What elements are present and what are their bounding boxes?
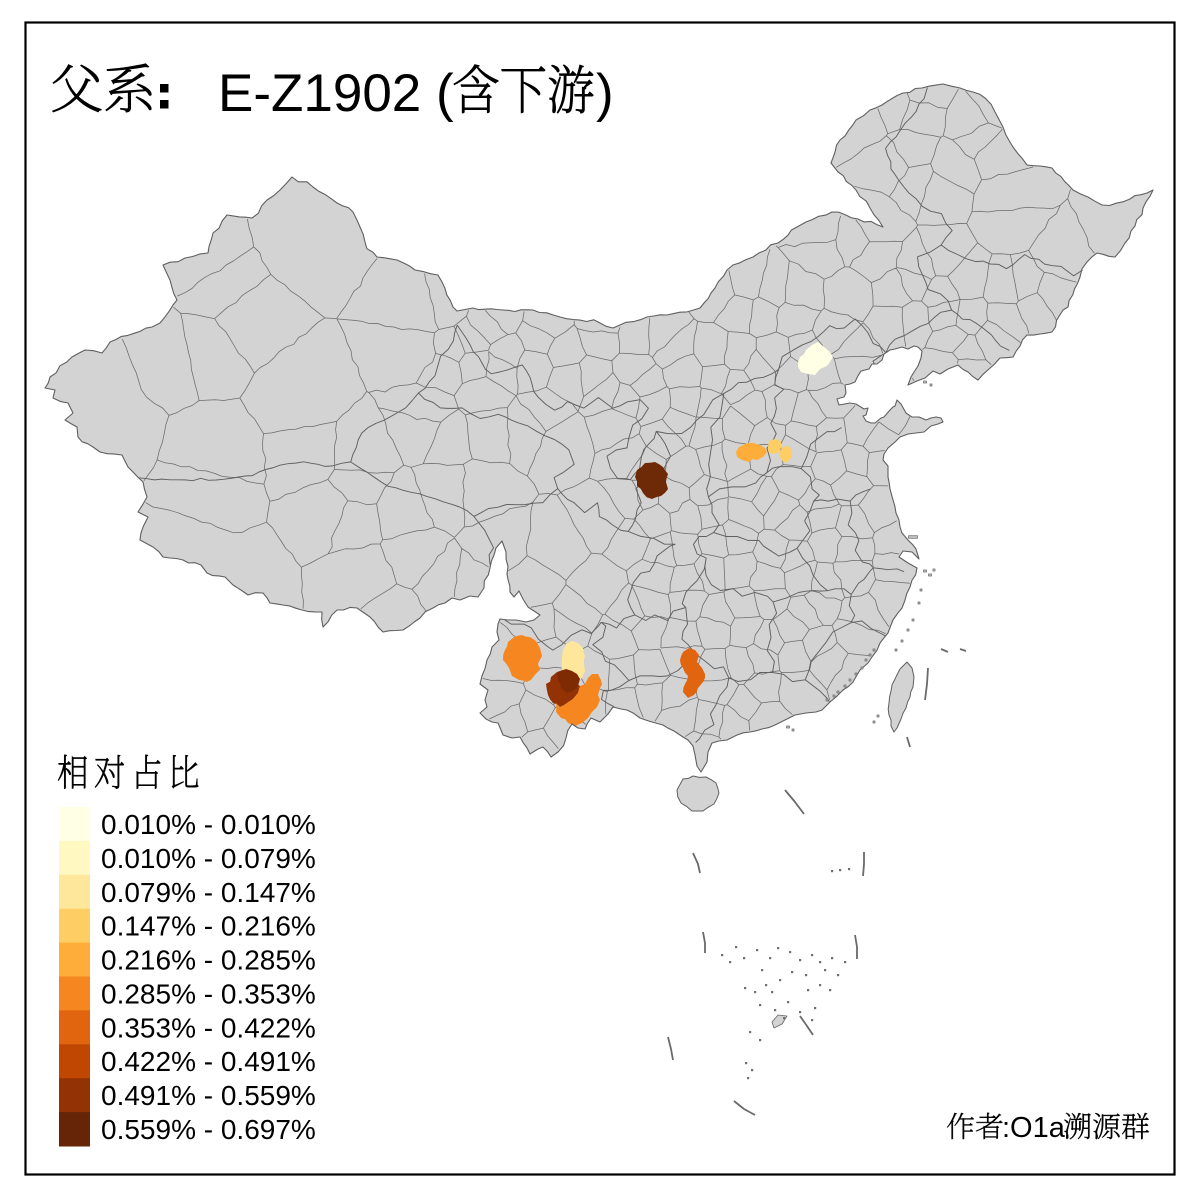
svg-text:): ): [596, 64, 614, 123]
svg-text:0.010% - 0.079%: 0.010% - 0.079%: [101, 843, 316, 874]
svg-text:0.079% - 0.147%: 0.079% - 0.147%: [101, 877, 316, 908]
svg-text:0.285% - 0.353%: 0.285% - 0.353%: [101, 979, 316, 1010]
svg-text:0.559% - 0.697%: 0.559% - 0.697%: [101, 1114, 316, 1145]
svg-text:E-Z1902 (: E-Z1902 (: [218, 64, 454, 123]
svg-text:0.010% - 0.010%: 0.010% - 0.010%: [101, 809, 316, 840]
svg-text:0.491% - 0.559%: 0.491% - 0.559%: [101, 1080, 316, 1111]
svg-text:0.353% - 0.422%: 0.353% - 0.422%: [101, 1012, 316, 1043]
svg-text:0.147% - 0.216%: 0.147% - 0.216%: [101, 911, 316, 942]
svg-text::O1a: :O1a: [1002, 1112, 1066, 1144]
svg-text:0.422% - 0.491%: 0.422% - 0.491%: [101, 1046, 316, 1077]
svg-text:0.216% - 0.285%: 0.216% - 0.285%: [101, 945, 316, 976]
